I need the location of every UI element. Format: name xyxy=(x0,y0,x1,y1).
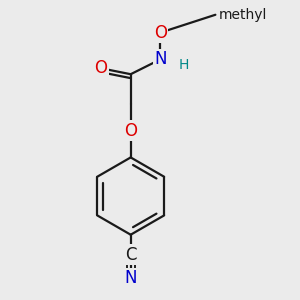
Text: methyl: methyl xyxy=(218,8,267,22)
Text: O: O xyxy=(94,59,107,77)
Text: H: H xyxy=(179,58,189,72)
Text: O: O xyxy=(124,122,137,140)
Text: C: C xyxy=(125,246,136,264)
Text: N: N xyxy=(154,50,167,68)
Text: N: N xyxy=(124,269,137,287)
Text: O: O xyxy=(154,24,167,42)
